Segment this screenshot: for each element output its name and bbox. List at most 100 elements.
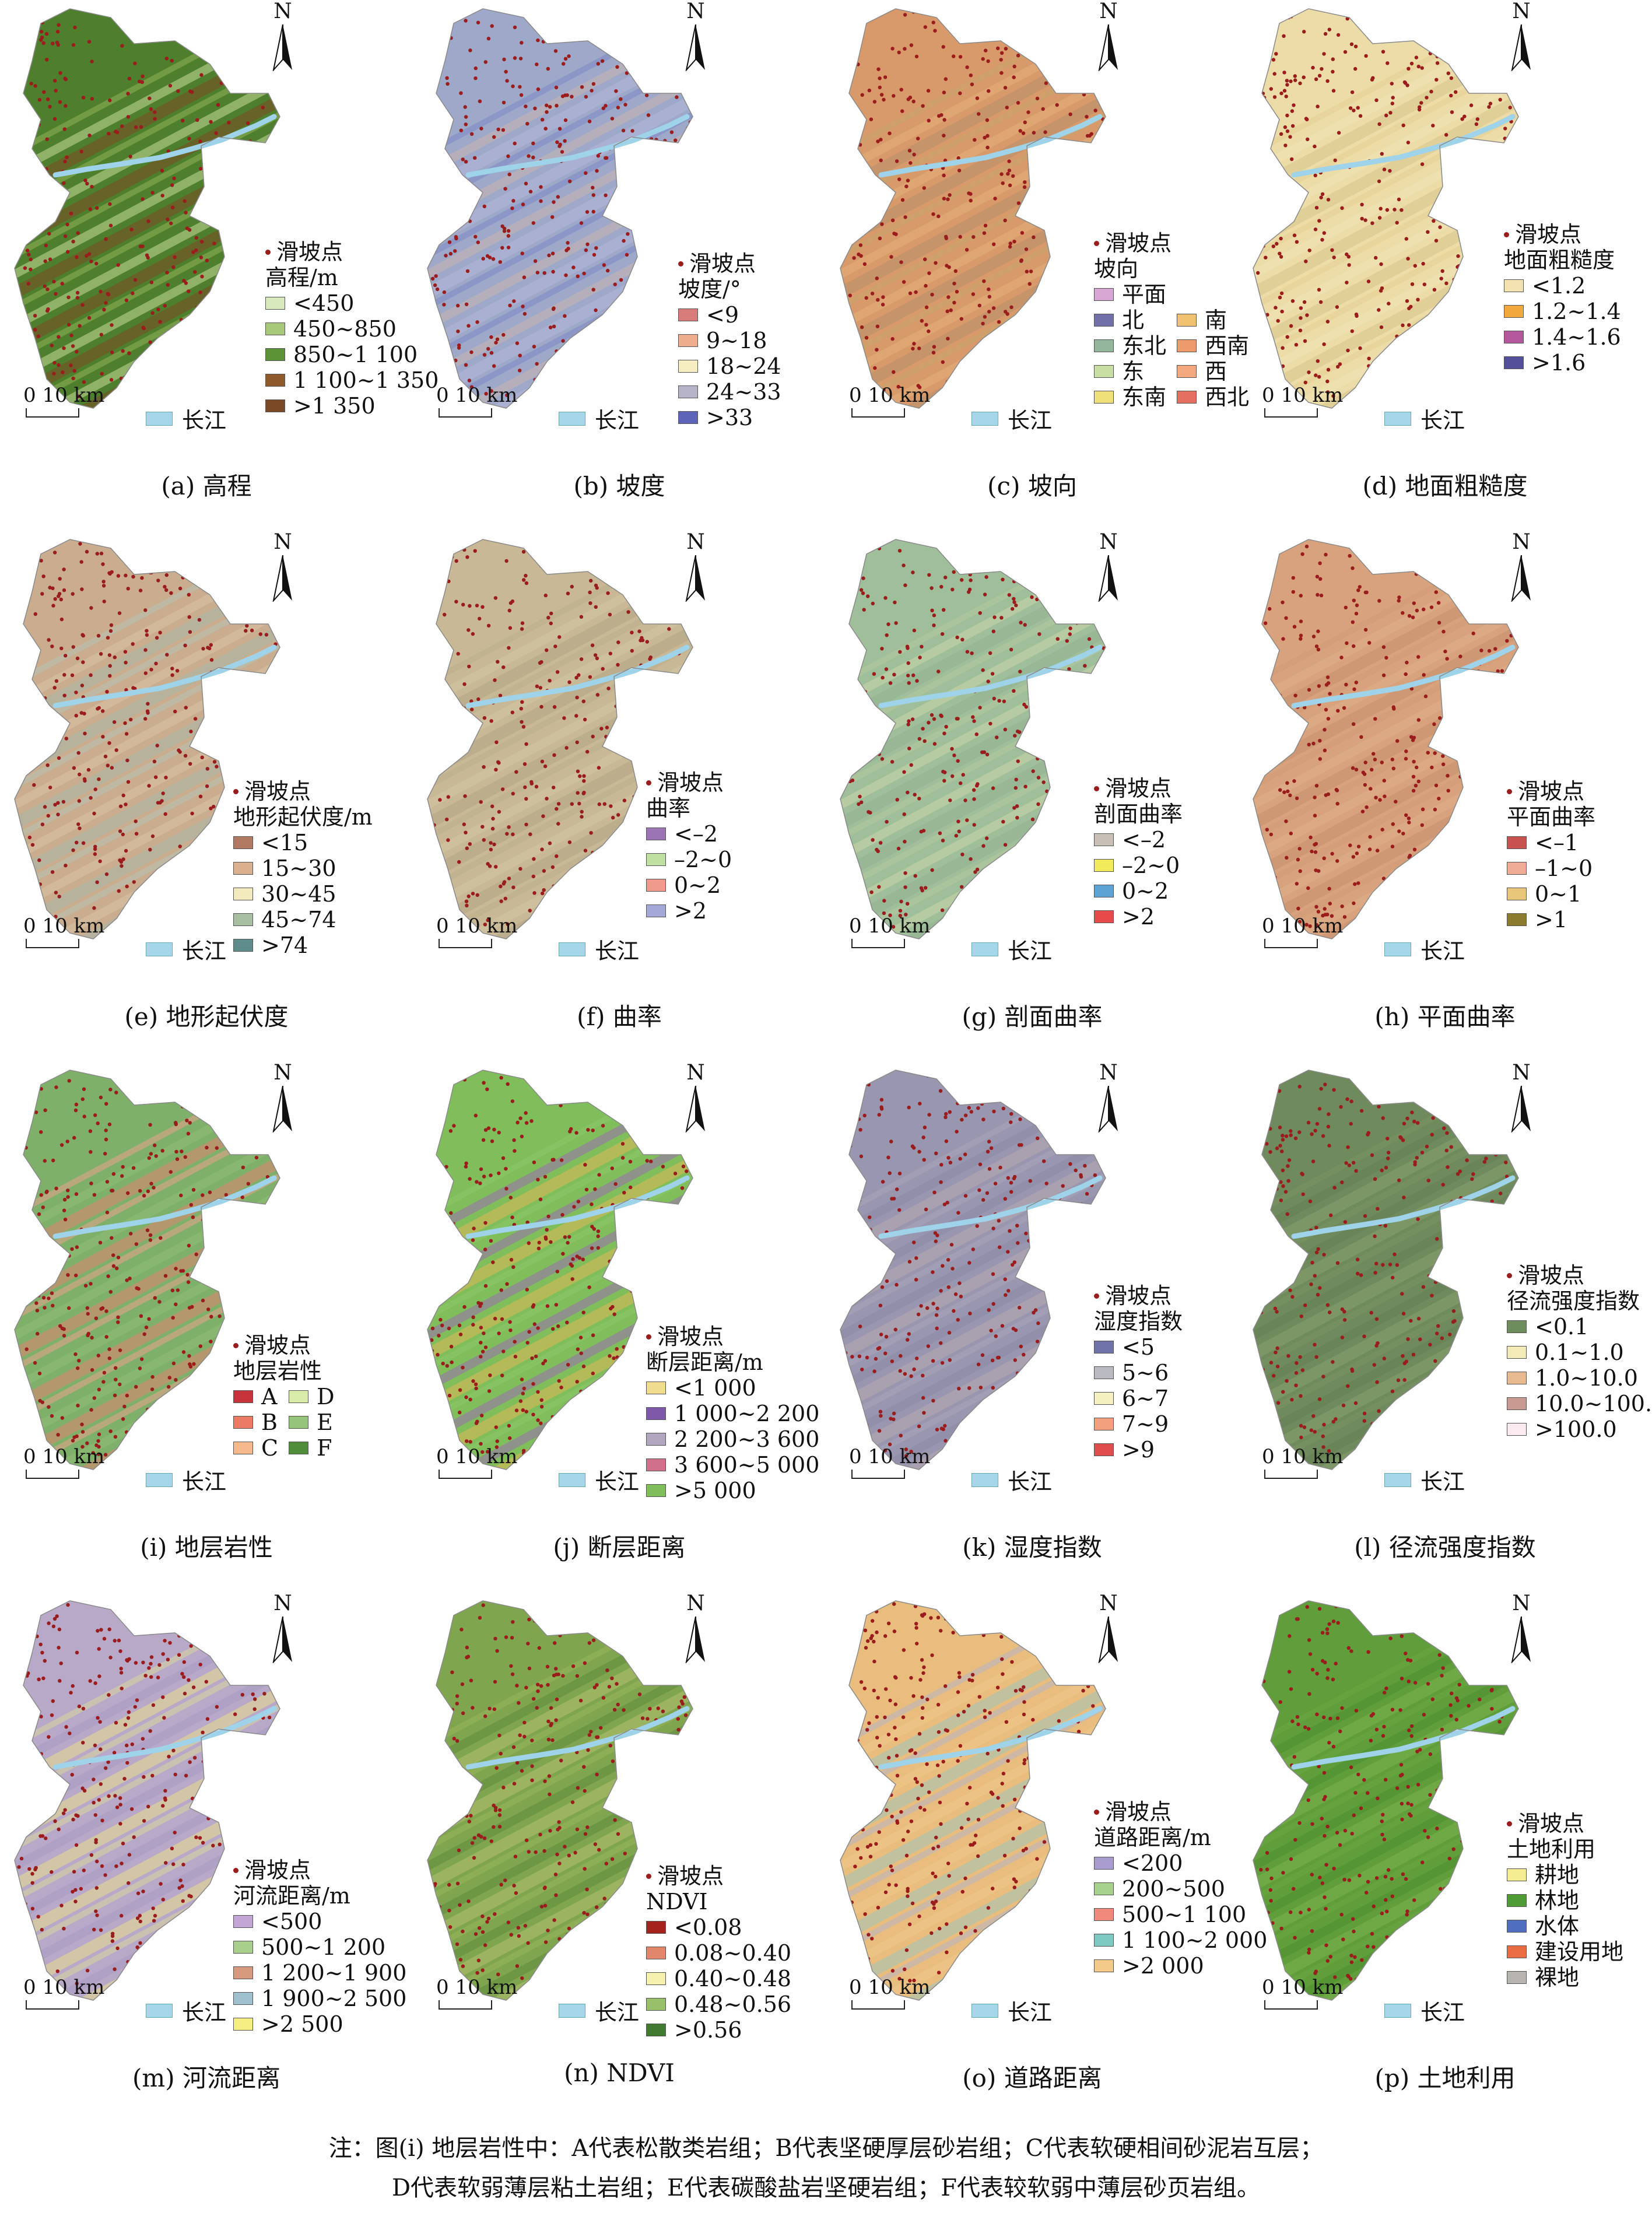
landslide-point	[440, 356, 444, 360]
landslide-point	[1322, 231, 1326, 235]
landslide-point	[1450, 1097, 1455, 1101]
landslide-point	[1508, 106, 1512, 110]
landslide-point	[1035, 825, 1040, 830]
landslide-point	[941, 770, 945, 774]
landslide-point	[1359, 1109, 1364, 1113]
landslide-point	[75, 290, 80, 295]
landslide-point	[594, 333, 598, 337]
landslide-point	[25, 571, 29, 576]
terrain-band	[15, 616, 280, 928]
landslide-point	[506, 229, 511, 233]
landslide-point	[552, 786, 556, 790]
terrain-band	[1253, 563, 1518, 872]
terrain-band	[840, 1160, 1106, 1467]
landslide-point	[1495, 378, 1499, 383]
landslide-point	[909, 1450, 913, 1454]
landslide-point	[912, 342, 916, 346]
landslide-point	[909, 1374, 913, 1378]
landslide-point	[1102, 1159, 1106, 1163]
landslide-point	[197, 874, 201, 878]
landslide-point	[535, 1082, 539, 1086]
landslide-point	[538, 661, 542, 665]
landslide-point	[171, 1316, 175, 1320]
landslide-point	[223, 1111, 227, 1116]
landslide-point	[931, 20, 935, 24]
landslide-point	[971, 1247, 975, 1251]
landslide-point	[1331, 1419, 1335, 1424]
landslide-point	[1024, 247, 1029, 251]
terrain-band	[1253, 1134, 1518, 1443]
landslide-point	[570, 584, 574, 589]
landslide-point	[510, 206, 514, 211]
landslide-point	[685, 138, 689, 142]
landslide-point	[1502, 696, 1506, 700]
landslide-point	[842, 1444, 846, 1449]
landslide-point	[1030, 595, 1034, 599]
landslide-point	[890, 218, 895, 222]
landslide-point	[1023, 180, 1027, 184]
landslide-point	[845, 83, 850, 87]
landslide-point	[138, 1188, 142, 1193]
landslide-point	[918, 655, 922, 660]
landslide-point	[22, 665, 26, 669]
landslide-point	[30, 1181, 34, 1185]
landslide-point	[942, 731, 946, 735]
landslide-point	[1499, 840, 1503, 844]
landslide-point	[95, 552, 99, 556]
landslide-point	[118, 858, 122, 862]
landslide-point	[138, 588, 143, 592]
landslide-point	[535, 271, 539, 275]
landslide-point	[1378, 798, 1382, 802]
landslide-point	[957, 1281, 962, 1285]
landslide-point	[1503, 697, 1507, 702]
landslide-point	[186, 1280, 191, 1284]
landslide-point	[560, 94, 565, 99]
landslide-point	[594, 605, 598, 609]
landslide-point	[1438, 225, 1442, 229]
landslide-point	[949, 308, 953, 313]
landslide-point	[59, 1143, 64, 1147]
landslide-point	[65, 155, 69, 159]
landslide-point	[913, 793, 917, 797]
landslide-point	[1085, 1454, 1089, 1458]
landslide-point	[960, 853, 964, 857]
landslide-point	[567, 840, 572, 844]
terrain-band	[1253, 9, 1518, 285]
landslide-point	[1426, 230, 1430, 234]
landslide-point	[1060, 1435, 1064, 1439]
landslide-point	[1264, 255, 1268, 260]
landslide-point	[984, 575, 988, 579]
landslide-point	[75, 255, 79, 260]
landslide-point	[959, 781, 963, 786]
landslide-point	[613, 361, 618, 365]
landslide-point	[1002, 699, 1006, 703]
landslide-point	[480, 605, 485, 609]
landslide-point	[1313, 1430, 1317, 1434]
landslide-point	[997, 1074, 1001, 1078]
landslide-point	[1419, 560, 1423, 564]
landslide-point	[1464, 303, 1468, 308]
landslide-point	[1416, 64, 1420, 69]
landslide-point	[1271, 244, 1275, 248]
landslide-point	[35, 379, 40, 383]
landslide-point	[638, 744, 642, 748]
landslide-point	[256, 276, 261, 280]
landslide-point	[1029, 832, 1033, 836]
landslide-point	[1061, 1184, 1065, 1188]
landslide-point	[1454, 90, 1458, 94]
landslide-point	[512, 299, 516, 303]
north-label: N	[1099, 0, 1118, 23]
landslide-point	[927, 329, 931, 334]
landslide-point	[200, 1099, 204, 1103]
scale-bar: 0 10 km	[436, 385, 517, 418]
landslide-point	[456, 303, 460, 308]
landslide-point	[967, 29, 972, 33]
landslide-point	[893, 1327, 897, 1332]
landslide-point	[482, 765, 486, 769]
landslide-point	[57, 895, 61, 899]
landslide-point	[161, 1077, 165, 1081]
landslide-point	[511, 791, 515, 796]
landslide-point	[1008, 183, 1012, 187]
landslide-point	[591, 1101, 595, 1105]
landslide-point	[639, 739, 643, 743]
